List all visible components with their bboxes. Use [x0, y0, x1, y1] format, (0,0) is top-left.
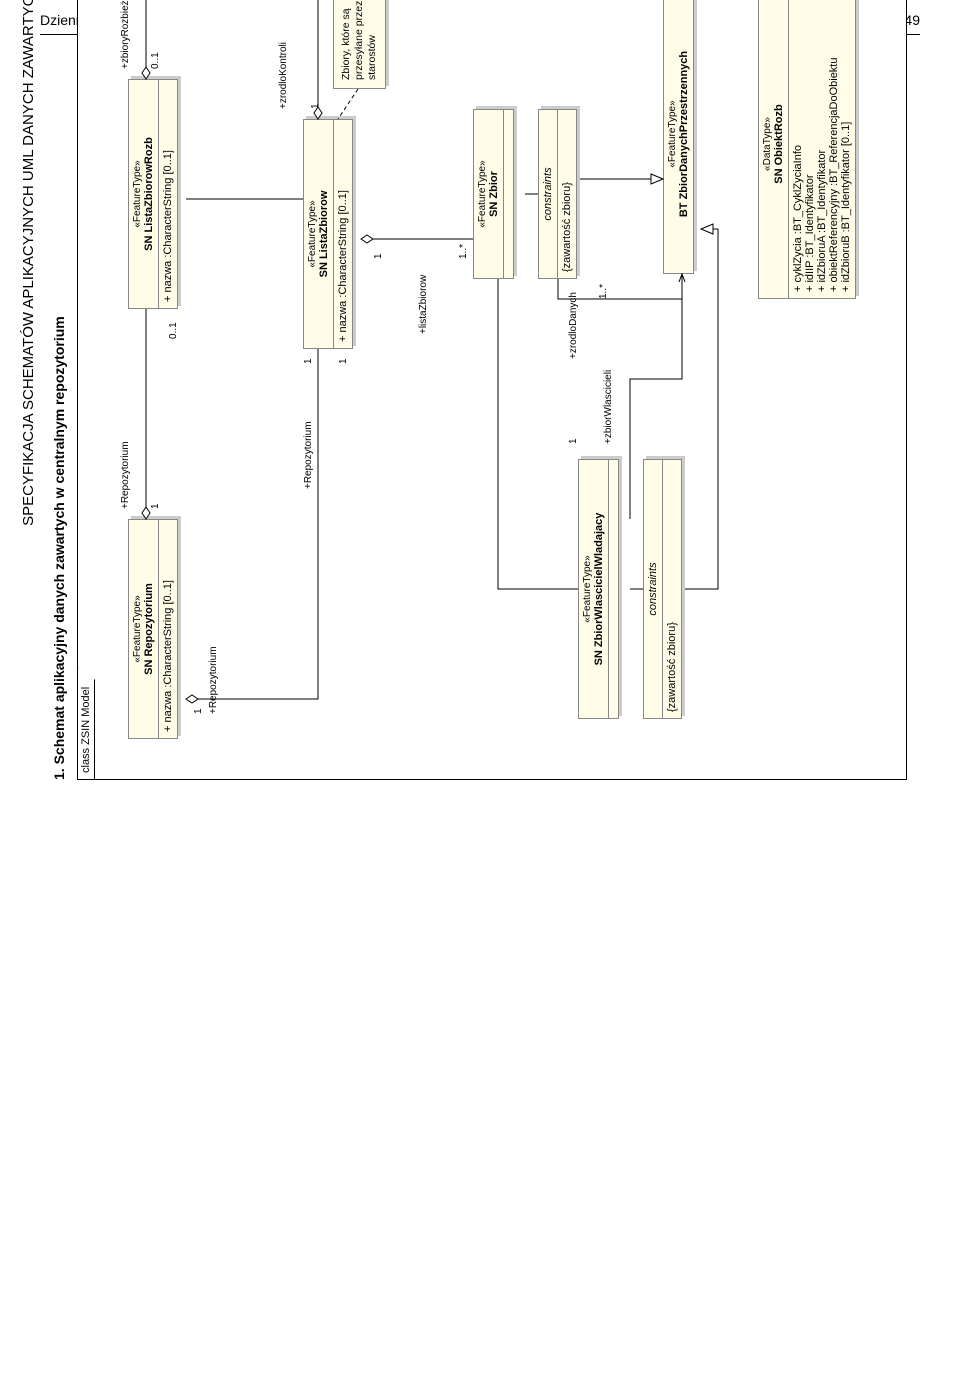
- attr: + obiektReferencyjny :BT_ReferencjaDoObi…: [828, 0, 840, 292]
- attr: + idZbioruB :BT_Identyfikator [0..1]: [840, 0, 852, 292]
- uml-diagram-frame: class ZSIN Model «FeatureType» SN Repozy…: [77, 0, 907, 780]
- note-starostow: Zbiory, które są przesyłane przez staros…: [333, 0, 386, 89]
- constraints-label: constraints: [644, 460, 662, 718]
- role-zbiorwlascicieli: +zbiorWlascicieli: [603, 370, 614, 444]
- doc-title: SPECYFIKACJA SCHEMATÓW APLIKACYJNYCH UML…: [20, 0, 37, 780]
- section-heading: 1. Schemat aplikacyjny danych zawartych …: [51, 0, 67, 780]
- class-name: SN ObiektRozb: [773, 0, 785, 292]
- stereotype: «FeatureType»: [132, 526, 143, 732]
- attr: + nazwa :CharacterString [0..1]: [158, 520, 177, 738]
- mult-1n: 1..*: [458, 244, 469, 259]
- class-sn-listazbiorow: «FeatureType» SN ListaZbiorow + nazwa :C…: [303, 119, 353, 349]
- constraints-zbior: constraints {zawartość zbioru}: [538, 109, 577, 279]
- class-name: SN ListaZbiorowRozb: [143, 86, 155, 302]
- mult-01: 0..1: [168, 322, 179, 339]
- class-sn-obiektrozb: «DataType» SN ObiektRozb + cyklZycia :BT…: [758, 0, 856, 299]
- class-sn-zbiorwlasciciel: «FeatureType» SN ZbiorWlascicielWladajac…: [578, 459, 619, 719]
- rotated-content: Załącznik nr 2 SPECYFIKACJA SCHEMATÓW AP…: [20, 0, 940, 780]
- mult-1n2: 1..*: [598, 284, 609, 299]
- mult-1g: 1: [568, 438, 579, 444]
- constraint-text: {zawartość zbioru}: [662, 460, 681, 718]
- class-name: SN Zbior: [488, 116, 500, 272]
- stereotype: «FeatureType»: [307, 126, 318, 342]
- frame-tab: class ZSIN Model: [77, 668, 95, 780]
- stereotype: «FeatureType»: [132, 86, 143, 302]
- role-zbioryrozbiezne: +zbioryRozbieżne: [120, 0, 131, 69]
- constraints-wlasciciel: constraints {zawartość zbioru}: [643, 459, 682, 719]
- role-zrodlokontroli: +zrodloKontroli: [278, 42, 289, 109]
- mult-1: 1: [150, 503, 161, 509]
- class-name: SN ListaZbiorow: [318, 126, 330, 342]
- constraint-text: {zawartość zbioru}: [557, 110, 576, 278]
- mult-1c: 1: [303, 358, 314, 364]
- stereotype: «DataType»: [762, 0, 773, 292]
- role-repo2: +Repozytorium: [208, 646, 219, 714]
- constraints-label: constraints: [539, 110, 557, 278]
- class-name: SN ZbiorWlascicielWladajacy: [593, 466, 605, 712]
- role-repo3: +Repozytorium: [303, 421, 314, 489]
- role-listazbiorow: +listaZbiorow: [418, 275, 429, 334]
- class-name: BT ZbiorDanychPrzestrzennych: [678, 1, 690, 267]
- attr: + idZbioruA :BT_Identyfikator: [816, 0, 828, 292]
- mult-1e: 1: [310, 103, 321, 109]
- class-sn-repozytorium: «FeatureType» SN Repozytorium + nazwa :C…: [128, 519, 178, 739]
- mult-1d: 1: [338, 358, 349, 364]
- attr: + cyklZycia :BT_CyklZyciaInfo: [792, 0, 804, 292]
- mult-1f: 1: [373, 253, 384, 259]
- role-zrodlodanych: +zrodloDanych: [568, 292, 579, 359]
- role-repozytorium: +Repozytorium: [120, 441, 131, 509]
- attr: + nazwa :CharacterString [0..1]: [158, 80, 177, 308]
- mult-1b: 1: [193, 708, 204, 714]
- attr: + nazwa :CharacterString [0..1]: [333, 120, 352, 348]
- class-sn-zbior: «FeatureType» SN Zbior: [473, 109, 514, 279]
- stereotype: «FeatureType»: [582, 466, 593, 712]
- stereotype: «FeatureType»: [477, 116, 488, 272]
- class-bt-zbior: «FeatureType» BT ZbiorDanychPrzestrzenny…: [663, 0, 694, 274]
- mult-01b: 0..1: [150, 52, 161, 69]
- class-sn-listazbiorowrozb: «FeatureType» SN ListaZbiorowRozb + nazw…: [128, 79, 178, 309]
- class-name: SN Repozytorium: [143, 526, 155, 732]
- stereotype: «FeatureType»: [667, 1, 678, 267]
- attr: + idIIP :BT_Identyfikator: [804, 0, 816, 292]
